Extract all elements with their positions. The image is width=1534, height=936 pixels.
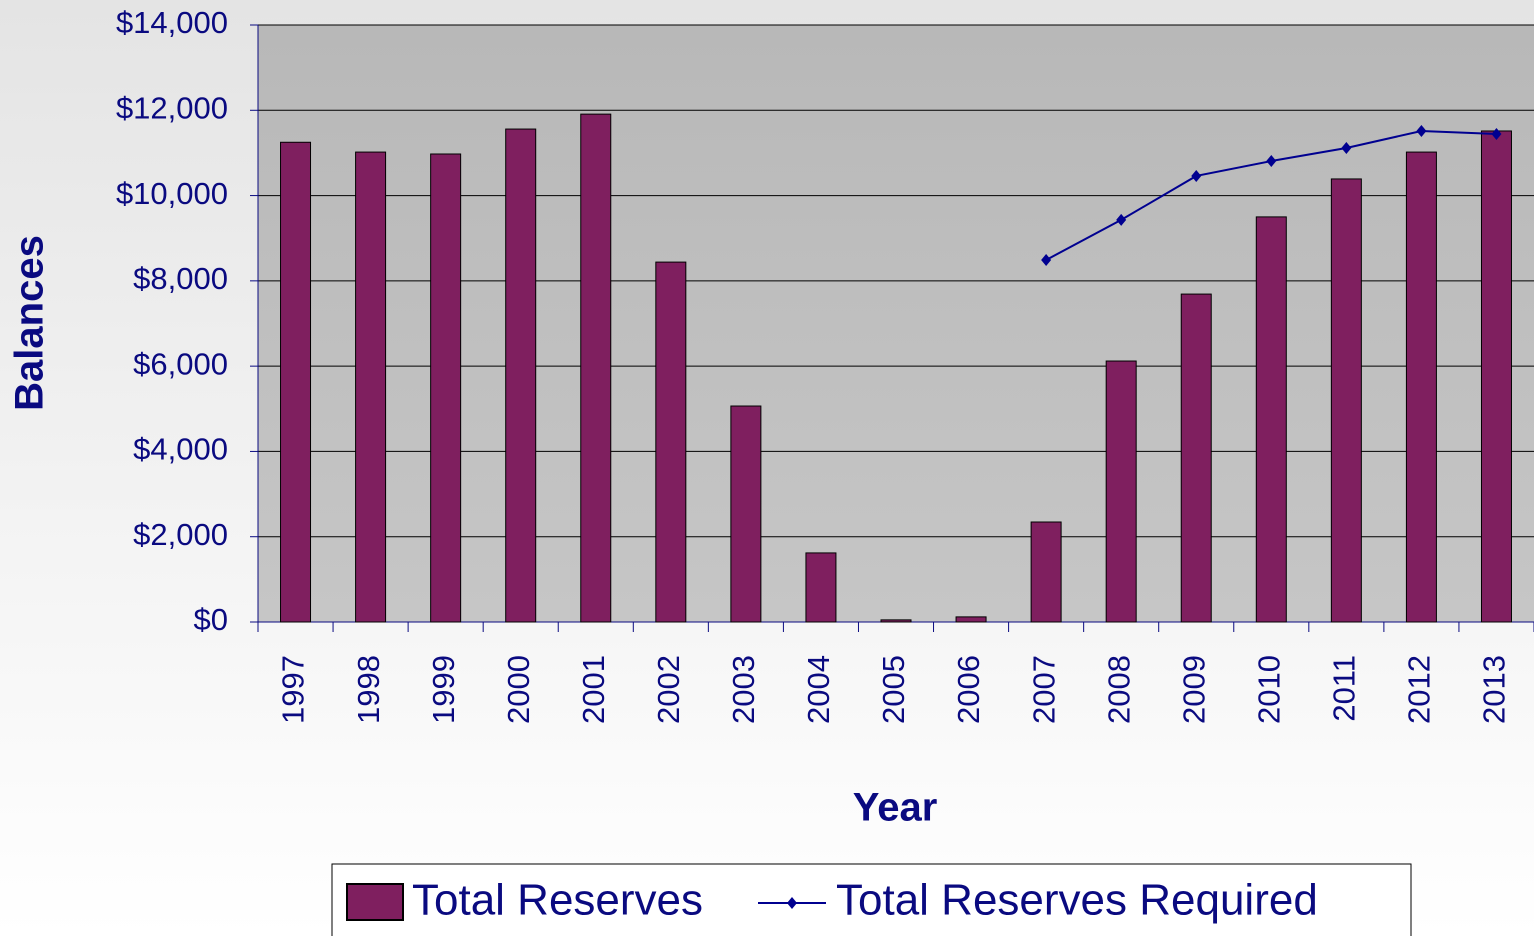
y-tick-label: $2,000: [133, 517, 228, 552]
bar: [880, 619, 912, 623]
y-axis-title: Balances: [8, 235, 52, 411]
bar: [1180, 293, 1212, 623]
bar: [955, 616, 987, 623]
bar: [355, 151, 387, 623]
bar: [1480, 130, 1512, 623]
bar: [505, 128, 537, 623]
y-tick-label: $14,000: [116, 5, 228, 40]
x-axis-title: Year: [853, 786, 938, 830]
x-tick-label: 2001: [576, 655, 611, 724]
bar: [805, 552, 837, 623]
legend-marker: [787, 897, 797, 909]
point: [1191, 169, 1202, 182]
x-tick-label: 2010: [1251, 655, 1286, 724]
x-tick-label: 2004: [801, 655, 836, 724]
bar: [655, 261, 687, 623]
legend-label: Total Reserves Required: [836, 876, 1318, 925]
point: [1116, 213, 1127, 226]
bar: [1330, 178, 1362, 623]
x-tick-label: 2003: [726, 655, 761, 724]
x-tick-label: 2000: [501, 655, 536, 724]
legend-label: Total Reserves: [412, 876, 703, 925]
legend-box: [331, 863, 1412, 936]
y-tick-label: $10,000: [116, 176, 228, 211]
x-tick-label: 1999: [426, 655, 461, 724]
bar: [1405, 151, 1437, 623]
x-tick-label: 2013: [1477, 655, 1512, 724]
point: [1341, 142, 1352, 155]
bar: [430, 153, 462, 623]
point: [1491, 127, 1502, 140]
bar: [280, 141, 312, 623]
point: [1041, 253, 1052, 266]
x-tick-label: 2009: [1176, 655, 1211, 724]
x-tick-label: 2006: [951, 655, 986, 724]
y-tick-label: $4,000: [133, 432, 228, 467]
bar: [580, 113, 612, 623]
x-tick-label: 2008: [1101, 655, 1136, 724]
point: [1266, 155, 1277, 168]
x-tick-label: 2007: [1026, 655, 1061, 724]
y-tick-label: $8,000: [133, 261, 228, 296]
y-tick-label: $12,000: [116, 90, 228, 125]
y-tick-label: $6,000: [133, 346, 228, 381]
x-tick-label: 2002: [651, 655, 686, 724]
bar: [1030, 521, 1062, 623]
x-tick-label: 2011: [1327, 655, 1362, 722]
bar: [1255, 216, 1287, 623]
y-tick-label: $0: [194, 602, 228, 637]
x-tick-label: 1997: [276, 655, 311, 724]
legend-swatch: [346, 883, 404, 921]
x-tick-label: 2012: [1402, 655, 1437, 724]
bar: [730, 405, 762, 623]
x-tick-label: 1998: [351, 655, 386, 724]
plot-area: [258, 25, 1534, 622]
x-tick-label: 2005: [876, 655, 911, 724]
point: [1416, 124, 1427, 137]
bar: [1105, 360, 1137, 623]
